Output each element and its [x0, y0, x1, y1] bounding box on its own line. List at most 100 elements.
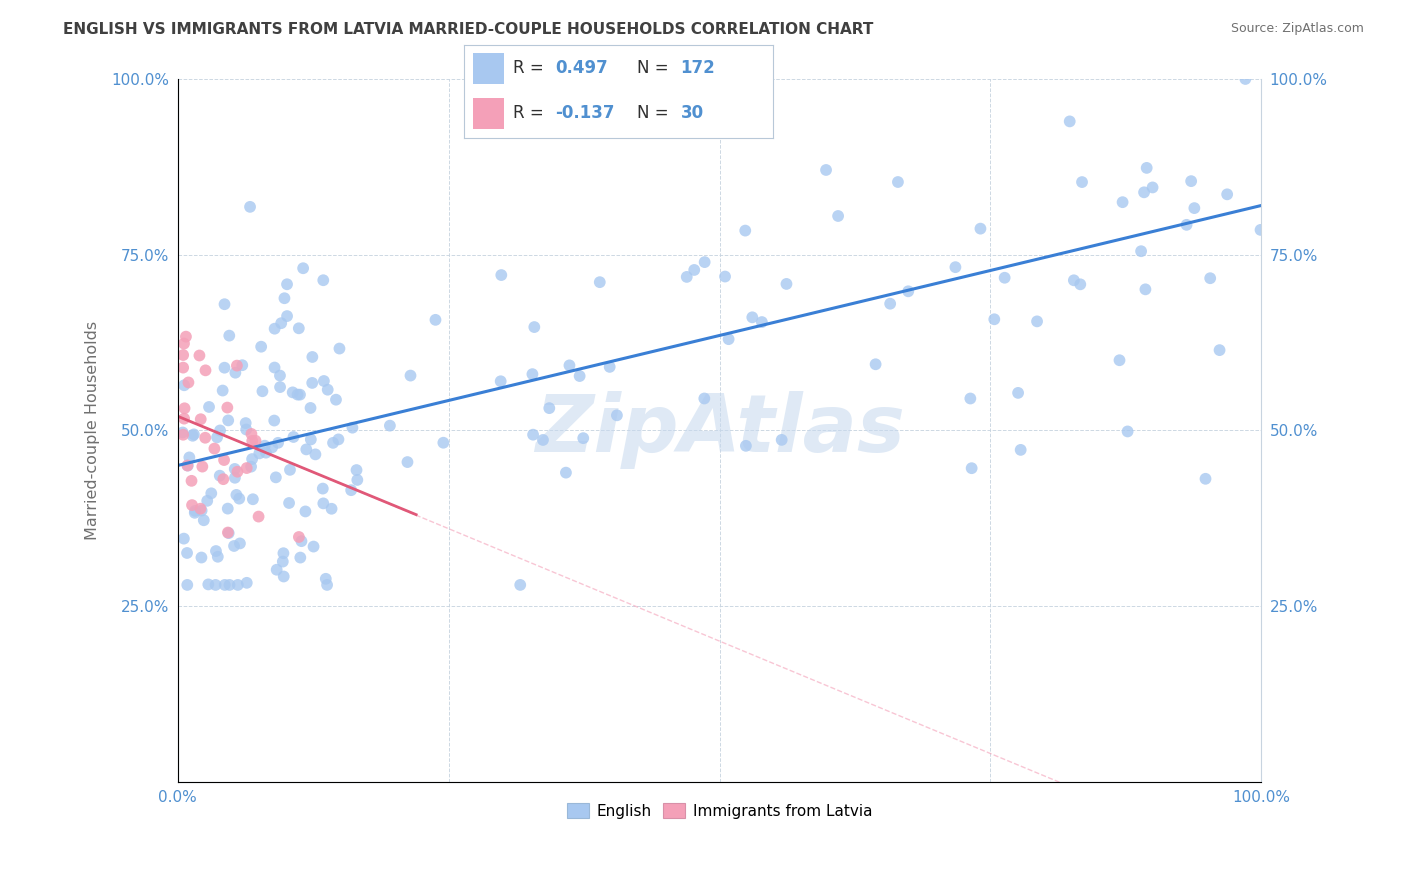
Point — [240, 426, 263, 441]
Point — [262, 441, 284, 455]
Point — [222, 539, 245, 553]
Point — [276, 277, 298, 292]
Point — [247, 446, 270, 460]
Point — [288, 530, 311, 544]
Point — [214, 360, 236, 375]
Point — [235, 416, 257, 430]
Point — [273, 291, 295, 305]
Point — [1135, 282, 1157, 296]
Point — [1194, 472, 1216, 486]
Point — [173, 401, 195, 416]
Point — [212, 453, 235, 467]
Point — [887, 175, 910, 189]
Point — [775, 277, 797, 291]
Point — [211, 384, 233, 398]
Point — [177, 376, 200, 390]
Point — [176, 578, 198, 592]
Point — [606, 409, 628, 423]
Point — [328, 433, 350, 447]
Point — [865, 357, 887, 371]
Text: N =: N = — [637, 104, 673, 122]
Text: Source: ZipAtlas.com: Source: ZipAtlas.com — [1230, 22, 1364, 36]
Point — [250, 340, 273, 354]
Point — [288, 321, 311, 335]
Point — [960, 461, 983, 475]
Point — [191, 459, 214, 474]
Point — [378, 418, 401, 433]
Point — [1199, 271, 1222, 285]
Point — [194, 363, 217, 377]
Point — [226, 465, 249, 479]
Point — [173, 378, 195, 392]
Point — [180, 474, 202, 488]
Point — [315, 572, 337, 586]
Text: 0.497: 0.497 — [555, 60, 607, 78]
Point — [1108, 353, 1130, 368]
Point — [714, 269, 737, 284]
Point — [295, 442, 318, 457]
Point — [173, 336, 195, 351]
Point — [228, 491, 250, 506]
Point — [290, 534, 312, 549]
Point — [172, 360, 194, 375]
Point — [425, 313, 447, 327]
Point — [1133, 186, 1156, 200]
Point — [312, 374, 335, 388]
Point — [322, 435, 344, 450]
Point — [1069, 277, 1091, 292]
Point — [214, 578, 236, 592]
Point — [325, 392, 347, 407]
Point — [321, 501, 343, 516]
Point — [212, 472, 235, 486]
Point — [983, 312, 1005, 326]
Point — [287, 387, 309, 401]
Point — [693, 255, 716, 269]
Point — [288, 387, 311, 401]
Point — [1007, 385, 1029, 400]
Point — [270, 316, 292, 330]
Point — [770, 433, 793, 447]
Point — [266, 563, 288, 577]
Point — [218, 328, 240, 343]
Point — [195, 493, 218, 508]
Point — [176, 546, 198, 560]
Text: R =: R = — [513, 60, 550, 78]
Point — [217, 525, 239, 540]
Point — [208, 468, 231, 483]
Text: N =: N = — [637, 60, 673, 78]
Point — [254, 445, 277, 459]
Point — [734, 224, 756, 238]
Point — [299, 401, 322, 415]
Point — [239, 200, 262, 214]
Point — [253, 439, 276, 453]
Text: ENGLISH VS IMMIGRANTS FROM LATVIA MARRIED-COUPLE HOUSEHOLDS CORRELATION CHART: ENGLISH VS IMMIGRANTS FROM LATVIA MARRIE… — [63, 22, 873, 37]
Point — [312, 273, 335, 287]
Point — [589, 275, 612, 289]
Point — [172, 348, 194, 362]
Point — [328, 342, 350, 356]
Point — [173, 532, 195, 546]
Point — [276, 309, 298, 323]
Point — [188, 349, 211, 363]
Point — [301, 376, 323, 390]
Point — [1136, 161, 1159, 175]
Point — [269, 368, 291, 383]
Point — [181, 429, 204, 443]
Point — [1250, 223, 1272, 237]
Point — [263, 321, 285, 335]
Point — [218, 578, 240, 592]
Point — [675, 269, 697, 284]
Point — [252, 384, 274, 399]
Point — [538, 401, 561, 416]
Point — [1182, 201, 1205, 215]
Point — [263, 360, 285, 375]
Point — [1208, 343, 1230, 358]
Point — [290, 550, 312, 565]
Legend: English, Immigrants from Latvia: English, Immigrants from Latvia — [561, 797, 879, 824]
Point — [217, 401, 239, 415]
Y-axis label: Married-couple Households: Married-couple Households — [86, 321, 100, 540]
Point — [273, 546, 295, 560]
Point — [1175, 218, 1198, 232]
Point — [172, 427, 194, 442]
Point — [204, 578, 226, 592]
